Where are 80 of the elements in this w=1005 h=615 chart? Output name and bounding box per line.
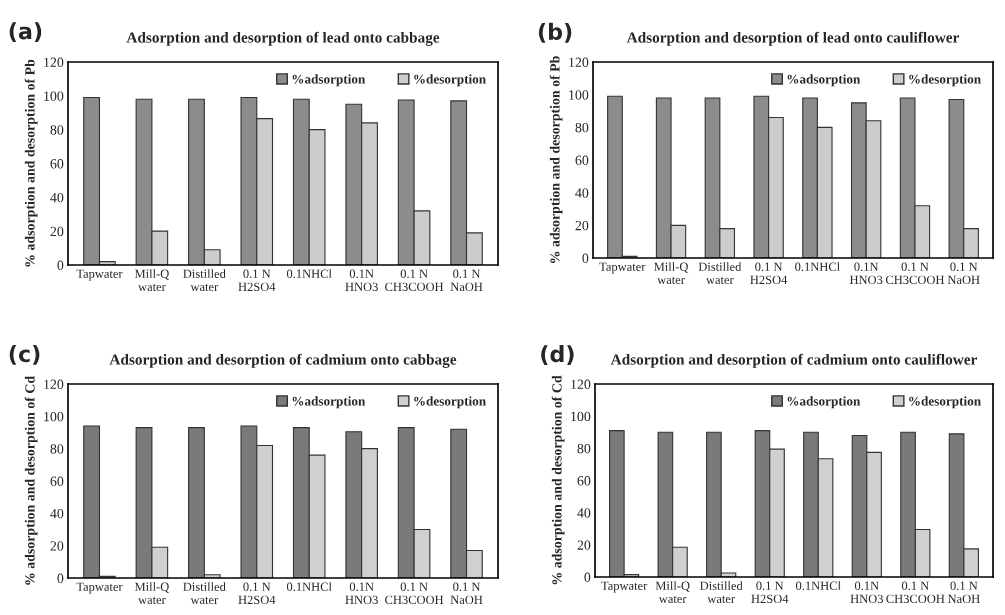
legend-label: %adsorption <box>292 396 366 409</box>
x-tick-label: Distilled water <box>700 581 743 604</box>
legend-label: %desorption <box>909 74 981 87</box>
x-tick-label: 0.1N HNO3 <box>345 582 378 605</box>
y-tick-label: 80 <box>50 125 64 135</box>
y-tick-label: 100 <box>571 411 591 422</box>
x-tick-label: Mill-Q water <box>654 262 689 285</box>
y-axis-title: % adsorption and desorption of Pb <box>549 56 563 263</box>
text: (c) <box>9 345 40 365</box>
x-tick-label: Distilled water <box>698 262 742 285</box>
x-tick-label: 0.1NHCl <box>286 582 332 592</box>
x-tick-label: 0.1 N CH3COOH <box>385 582 444 605</box>
y-tick-label: 0 <box>582 253 589 263</box>
y-tick-label: 60 <box>577 476 591 486</box>
y-tick-label: 0 <box>584 572 591 582</box>
x-tick-label: 0.1N HNO3 <box>345 269 378 292</box>
x-tick-label: 0.1N HNO3 <box>850 581 883 604</box>
x-tick-label: 0.1 N H2SO4 <box>750 262 788 285</box>
text: (a) <box>9 22 42 43</box>
x-tick-label: 0.1 N NaOH <box>947 581 980 604</box>
x-tick-label: 0.1 N NaOH <box>450 582 483 605</box>
x-tick-label: 0.1 N CH3COOH <box>885 262 945 285</box>
y-tick-label: 20 <box>50 226 64 237</box>
legend-label: %desorption <box>414 396 486 409</box>
legend-label: %desorption <box>909 396 981 409</box>
y-tick-label: 120 <box>44 379 64 389</box>
y-tick-label: 60 <box>50 159 64 169</box>
x-tick-label: 0.1 N H2SO4 <box>751 581 789 604</box>
chart-title: Adsorption and desorption of cadmium onto cauliflower <box>610 353 978 368</box>
legend-label: %adsorption <box>292 74 366 87</box>
y-tick-label: 0 <box>57 260 64 270</box>
y-tick-label: 120 <box>571 379 591 389</box>
y-tick-label: 40 <box>50 192 64 203</box>
x-tick-label: 0.1NHCl <box>286 269 332 279</box>
x-tick-label: Distilled water <box>183 582 226 605</box>
x-tick-label: 0.1NHCl <box>795 262 840 272</box>
y-axis-title: % adsorption and desorption of Cd <box>24 376 38 585</box>
x-tick-label: 0.1 N H2SO4 <box>238 582 276 605</box>
y-tick-label: 20 <box>577 540 591 550</box>
y-tick-label: 80 <box>577 443 591 454</box>
y-tick-label: 40 <box>50 508 64 519</box>
x-tick-label: 0.1 N NaOH <box>947 262 980 285</box>
y-tick-label: 60 <box>575 155 589 165</box>
x-tick-label: Mill-Q water <box>655 581 690 604</box>
y-tick-label: 40 <box>577 508 591 518</box>
x-tick-label: 0.1 N H2SO4 <box>238 269 276 292</box>
y-tick-label: 100 <box>44 91 64 101</box>
x-tick-label: 0.1 N CH3COOH <box>385 269 444 292</box>
text: (b) <box>538 22 572 43</box>
x-tick-label: Distilled water <box>183 269 226 292</box>
x-tick-label: Mill-Q water <box>134 269 170 292</box>
y-tick-label: 80 <box>50 444 64 454</box>
legend-label: %desorption <box>414 74 486 87</box>
y-tick-label: 60 <box>50 476 64 486</box>
x-tick-label: Tapwater <box>601 581 648 593</box>
chart-title: Adsorption and desorption of lead onto cabbage <box>126 31 440 46</box>
y-tick-label: 120 <box>44 57 64 67</box>
y-tick-label: 20 <box>50 541 64 551</box>
x-tick-label: Tapwater <box>76 269 123 281</box>
x-tick-label: 0.1 N CH3COOH <box>886 581 945 604</box>
chart-title: Adsorption and desorption of cadmium onto cabbage <box>109 353 457 368</box>
text: (d) <box>541 345 574 365</box>
y-tick-label: 80 <box>575 122 589 133</box>
y-axis-title: % adsorption and desorption of Pb <box>24 59 38 267</box>
y-tick-label: 0 <box>57 573 64 583</box>
y-tick-label: 40 <box>575 188 589 198</box>
y-axis-title: % adsorption and desorption of Cd <box>551 375 565 585</box>
y-tick-label: 20 <box>575 220 589 231</box>
y-tick-label: 100 <box>44 411 64 422</box>
x-tick-label: Tapwater <box>76 582 123 594</box>
x-tick-label: 0.1N HNO3 <box>849 262 883 285</box>
legend-label: %adsorption <box>787 74 861 87</box>
legend-label: %adsorption <box>787 396 861 409</box>
y-tick-label: 100 <box>569 90 589 100</box>
x-tick-label: Tapwater <box>599 262 646 274</box>
x-tick-label: 0.1 N NaOH <box>450 269 483 292</box>
x-tick-label: Mill-Q water <box>134 582 170 605</box>
chart-title: Adsorption and desorption of lead onto cauliflower <box>626 31 960 46</box>
y-tick-label: 120 <box>569 57 589 67</box>
x-tick-label: 0.1NHCl <box>796 581 841 591</box>
